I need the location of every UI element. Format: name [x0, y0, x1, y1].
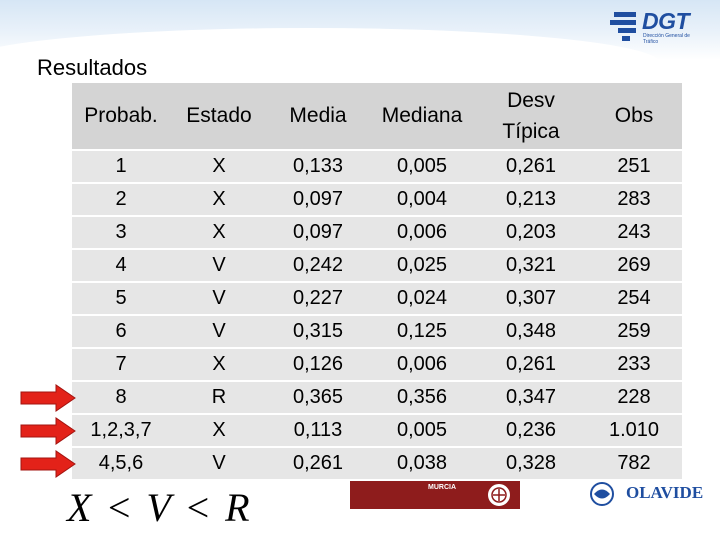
table-cell: 0,236	[476, 415, 586, 448]
table-cell: 0,365	[268, 382, 368, 415]
table-cell: 6	[72, 316, 170, 349]
table-cell: 0,347	[476, 382, 586, 415]
red-arrow-icon	[20, 417, 76, 445]
table-row: 2 X 0,097 0,004 0,213 283	[72, 184, 682, 217]
table-cell: X	[170, 217, 268, 250]
dgt-logo-text: DGT	[642, 8, 690, 34]
table-cell: 1.010	[586, 415, 682, 448]
column-header-desv: Desv Típica	[502, 89, 560, 143]
table-cell: 0,356	[368, 382, 476, 415]
table-cell: 0,133	[268, 151, 368, 184]
dgt-logo: DGT Dirección General de Tráfico	[610, 4, 710, 48]
table-row: 4,5,6 V 0,261 0,038 0,328 782	[72, 448, 682, 481]
table-cell: 259	[586, 316, 682, 349]
table-body: 1 X 0,133 0,005 0,261 251 2 X 0,097 0,004 0,213 283…	[72, 151, 682, 481]
dgt-logo-icon	[610, 12, 636, 41]
table-cell: X	[170, 151, 268, 184]
table-cell: 3	[72, 217, 170, 250]
column-header: Probab.	[72, 83, 170, 151]
table-cell: 0,261	[476, 349, 586, 382]
table-row: 1 X 0,133 0,005 0,261 251	[72, 151, 682, 184]
table-cell: 0,328	[476, 448, 586, 481]
page-title: Resultados	[37, 55, 148, 80]
table-row: 1,2,3,7 X 0,113 0,005 0,236 1.010	[72, 415, 682, 448]
table-cell: 782	[586, 448, 682, 481]
table-cell: 269	[586, 250, 682, 283]
table-cell: 0,025	[368, 250, 476, 283]
table-cell: 0,125	[368, 316, 476, 349]
column-header: Media	[268, 83, 368, 151]
table-cell: 0,242	[268, 250, 368, 283]
table-cell: 0,213	[476, 184, 586, 217]
olavide-logo: OLAVIDE	[584, 480, 703, 508]
table-cell: 0,006	[368, 217, 476, 250]
table-cell: 0,261	[476, 151, 586, 184]
table-cell: 1,2,3,7	[72, 415, 170, 448]
table-cell: 0,307	[476, 283, 586, 316]
table-cell: 4	[72, 250, 170, 283]
column-header: Mediana	[368, 83, 476, 151]
table-row: 5 V 0,227 0,024 0,307 254	[72, 283, 682, 316]
table-cell: 0,005	[368, 415, 476, 448]
table-cell: 0,227	[268, 283, 368, 316]
table-cell: R	[170, 382, 268, 415]
column-header: Estado	[170, 83, 268, 151]
table-cell: X	[170, 415, 268, 448]
table-header-row: Probab. Estado Media Mediana Desv Típica…	[72, 83, 682, 151]
table-row: 4 V 0,242 0,025 0,321 269	[72, 250, 682, 283]
table-cell: 0,321	[476, 250, 586, 283]
formula: X < V < R	[67, 485, 252, 530]
table-row: 8 R 0,365 0,356 0,347 228	[72, 382, 682, 415]
table-cell: 0,004	[368, 184, 476, 217]
table-cell: V	[170, 316, 268, 349]
table-cell: 0,261	[268, 448, 368, 481]
table-cell: 0,097	[268, 217, 368, 250]
table-cell: 233	[586, 349, 682, 382]
table-cell: 283	[586, 184, 682, 217]
table-cell: V	[170, 448, 268, 481]
olavide-logo-text: OLAVIDE	[626, 483, 704, 502]
table-cell: 4,5,6	[72, 448, 170, 481]
table-cell: V	[170, 250, 268, 283]
table-cell: 2	[72, 184, 170, 217]
table-cell: 243	[586, 217, 682, 250]
table-cell: 0,038	[368, 448, 476, 481]
table-cell: 0,126	[268, 349, 368, 382]
table-row: 6 V 0,315 0,125 0,348 259	[72, 316, 682, 349]
table-cell: 0,348	[476, 316, 586, 349]
column-header: Desv Típica	[476, 83, 586, 151]
table-cell: 228	[586, 382, 682, 415]
table-cell: 0,005	[368, 151, 476, 184]
column-header: Obs	[586, 83, 682, 151]
table-cell: 251	[586, 151, 682, 184]
university-seal-icon	[486, 482, 512, 508]
table-row: 3 X 0,097 0,006 0,203 243	[72, 217, 682, 250]
table-cell: 0,203	[476, 217, 586, 250]
murcia-logo-text: MURCIA	[428, 484, 456, 491]
table-cell: 0,024	[368, 283, 476, 316]
table-cell: 254	[586, 283, 682, 316]
red-arrow-icon	[20, 384, 76, 412]
table-cell: 0,113	[268, 415, 368, 448]
table-cell: 0,097	[268, 184, 368, 217]
table-cell: X	[170, 184, 268, 217]
results-table-container: Probab. Estado Media Mediana Desv Típica…	[72, 83, 682, 483]
table-cell: 0,315	[268, 316, 368, 349]
table-cell: V	[170, 283, 268, 316]
red-arrow-icon	[20, 450, 76, 478]
table-cell: X	[170, 349, 268, 382]
table-cell: 0,006	[368, 349, 476, 382]
results-table: Probab. Estado Media Mediana Desv Típica…	[72, 83, 682, 481]
table-cell: 8	[72, 382, 170, 415]
dgt-logo-subtitle: Dirección General de Tráfico	[643, 33, 690, 45]
table-cell: 7	[72, 349, 170, 382]
header-banner	[0, 0, 720, 60]
olavide-emblem-icon	[590, 482, 614, 506]
table-row: 7 X 0,126 0,006 0,261 233	[72, 349, 682, 382]
table-cell: 1	[72, 151, 170, 184]
table-cell: 5	[72, 283, 170, 316]
